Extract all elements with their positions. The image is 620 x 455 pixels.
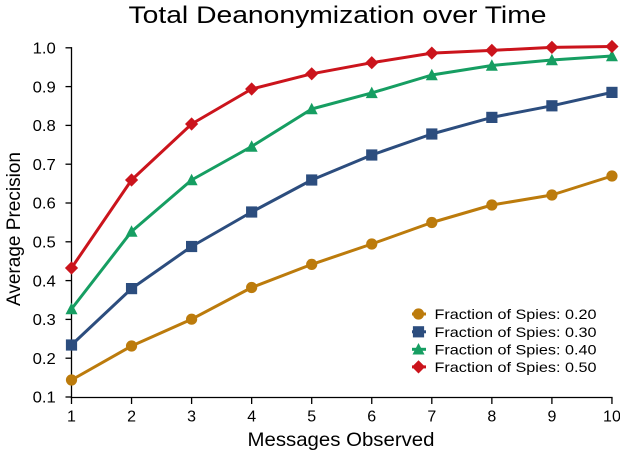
- svg-text:2: 2: [127, 408, 136, 425]
- svg-text:0.9: 0.9: [33, 79, 56, 96]
- svg-text:3: 3: [187, 408, 196, 425]
- svg-text:8: 8: [487, 408, 496, 425]
- svg-text:0.8: 0.8: [33, 118, 56, 135]
- svg-text:6: 6: [367, 408, 376, 425]
- svg-text:0.5: 0.5: [33, 235, 56, 252]
- svg-text:9: 9: [547, 408, 556, 425]
- svg-text:Fraction of Spies: 0.50: Fraction of Spies: 0.50: [435, 359, 597, 375]
- svg-text:1.0: 1.0: [33, 41, 56, 58]
- svg-text:10: 10: [603, 408, 620, 425]
- svg-text:Fraction of Spies: 0.40: Fraction of Spies: 0.40: [435, 341, 597, 357]
- svg-text:5: 5: [307, 408, 316, 425]
- svg-text:0.3: 0.3: [33, 312, 56, 329]
- svg-text:Total Deanonymization over Tim: Total Deanonymization over Time: [129, 2, 547, 29]
- svg-text:Average Precision: Average Precision: [3, 152, 25, 306]
- svg-text:7: 7: [427, 408, 436, 425]
- svg-text:Messages Observed: Messages Observed: [248, 429, 435, 451]
- svg-text:0.7: 0.7: [33, 157, 56, 174]
- svg-text:0.6: 0.6: [33, 196, 56, 213]
- svg-text:4: 4: [247, 408, 256, 425]
- svg-text:0.1: 0.1: [33, 390, 56, 407]
- svg-text:1: 1: [67, 408, 76, 425]
- svg-text:Fraction of Spies: 0.20: Fraction of Spies: 0.20: [435, 306, 597, 322]
- svg-text:0.2: 0.2: [33, 351, 56, 368]
- svg-text:Fraction of Spies: 0.30: Fraction of Spies: 0.30: [435, 324, 597, 340]
- svg-text:0.4: 0.4: [33, 273, 56, 290]
